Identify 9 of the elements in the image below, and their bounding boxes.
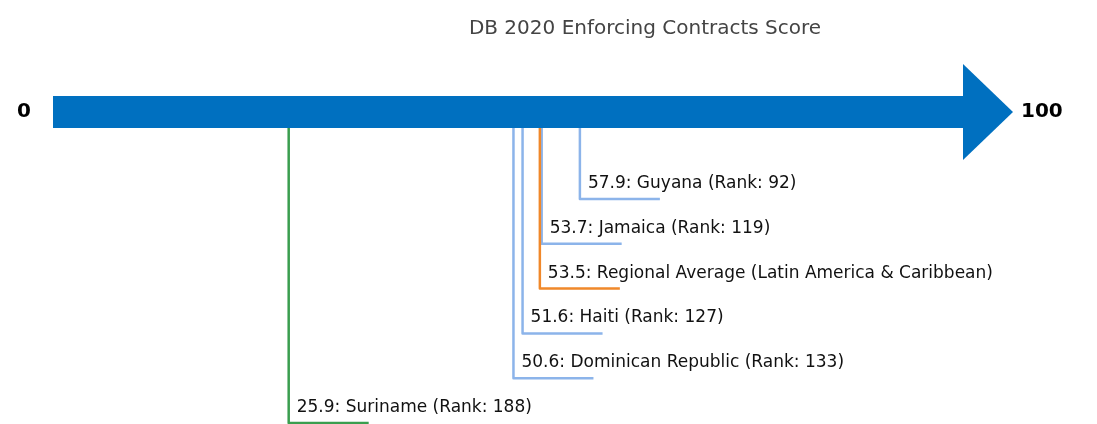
- text: 100: [1021, 98, 1063, 123]
- data-label: 51.6: Haiti (Rank: 127): [530, 306, 724, 327]
- data-label: 25.9: Suriname (Rank: 188): [296, 396, 532, 416]
- data-label: 57.9: Guyana (Rank: 92): [587, 172, 797, 192]
- data-label: 50.6: Dominican Republic (Rank: 133): [521, 351, 845, 372]
- text: DB 2020 Enforcing Contracts Score: [468, 15, 822, 39]
- text: 0: [17, 98, 31, 123]
- data-label: 53.5: Regional Average (Latin America & Caribbean): [547, 261, 993, 282]
- data-label: 53.7: Jamaica (Rank: 119): [549, 216, 771, 237]
